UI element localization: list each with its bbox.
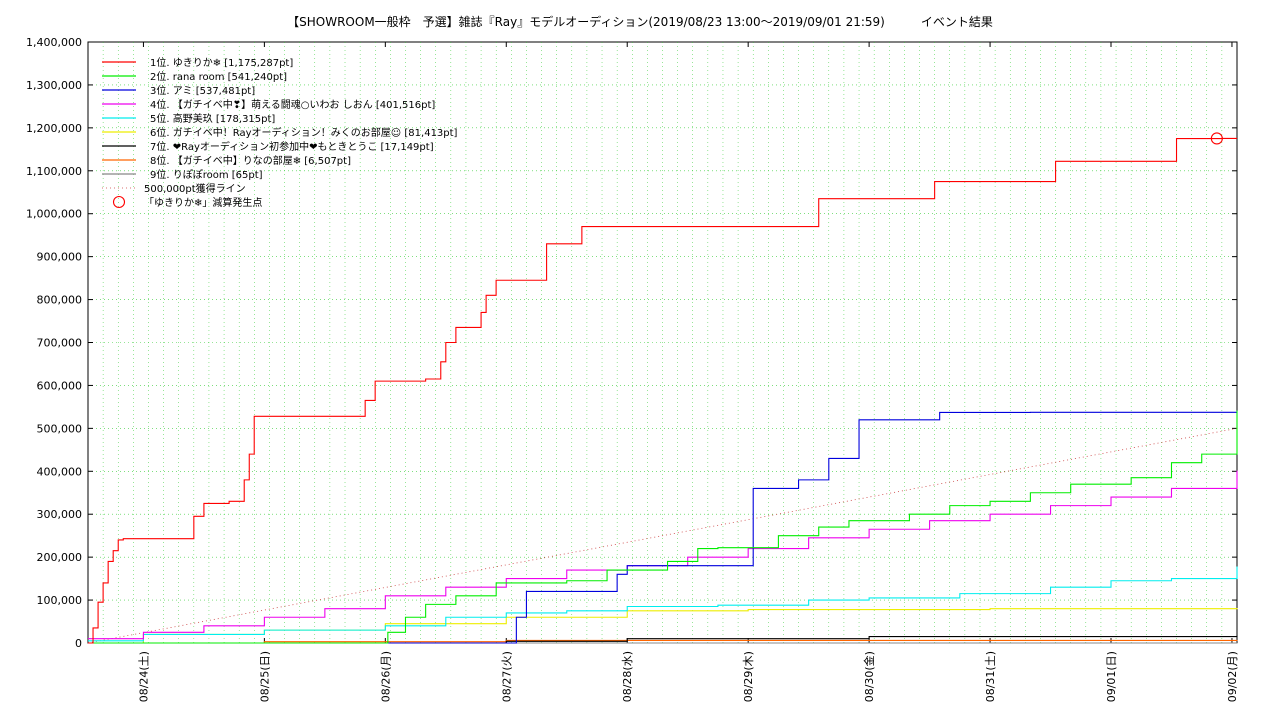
y-tick-label: 400,000 (37, 465, 83, 478)
y-tick-label: 1,400,000 (26, 36, 82, 49)
y-tick-label: 0 (75, 637, 82, 650)
legend-label: 1位. ゆきりか❄ [1,175,287pt] (150, 56, 293, 69)
y-tick-label: 600,000 (37, 379, 83, 392)
x-tick-label: 08/24(土) (137, 651, 150, 702)
legend-label: 8位. 【ガチイベ中】りなの部屋❄ [6,507pt] (150, 154, 351, 167)
series-line (88, 411, 1237, 644)
series-line (88, 410, 1238, 644)
y-tick-label: 700,000 (37, 337, 83, 350)
legend-label: 4位. 【ガチイベ中❣】萌える闘魂○いわお しおん [401,516pt] (150, 98, 435, 111)
reduction-marker (1210, 132, 1223, 145)
reference-line-500000 (87, 427, 1238, 644)
y-tick-label: 300,000 (37, 508, 83, 521)
legend-label: 「ゆきりか❄」減算発生点 (144, 196, 262, 209)
legend-label: 6位. ガチイベ中！Rayオーディション！みくのお部屋☺ [81,413pt] (150, 126, 458, 139)
legend-label: 7位. ❤Rayオーディション初参加中❤もときとうこ [17,149pt] (150, 140, 434, 153)
legend-label: 2位. rana room [541,240pt] (150, 70, 287, 83)
y-tick-label: 500,000 (37, 422, 83, 435)
legend-label: 500,000pt獲得ライン (144, 182, 246, 195)
series-line (88, 566, 1238, 642)
y-tick-label: 1,000,000 (26, 208, 82, 221)
x-tick-label: 09/01(日) (1105, 651, 1118, 702)
y-tick-label: 1,200,000 (26, 122, 82, 135)
x-tick-label: 08/31(土) (984, 651, 997, 702)
series-line (88, 635, 1238, 644)
x-tick-label: 08/25(日) (258, 651, 271, 702)
y-tick-label: 100,000 (37, 594, 83, 607)
y-tick-label: 1,300,000 (26, 79, 82, 92)
x-tick-label: 08/26(月) (379, 651, 392, 702)
x-tick-label: 08/30(金) (862, 651, 876, 702)
y-tick-label: 1,100,000 (26, 165, 82, 178)
y-tick-label: 900,000 (37, 251, 83, 264)
y-tick-label: 800,000 (37, 294, 83, 307)
legend-label: 9位. りぽぽroom [65pt] (150, 168, 263, 181)
legend-swatch (112, 195, 126, 209)
x-tick-label: 08/27(火) (500, 651, 513, 702)
y-tick-label: 200,000 (37, 551, 83, 564)
legend-label: 5位. 高野美玖 [178,315pt] (150, 112, 275, 125)
x-tick-label: 08/28(水) (621, 651, 634, 702)
legend-label: 3位. アミ [537,481pt] (150, 84, 255, 97)
x-tick-label: 09/02(月) (1226, 651, 1239, 702)
x-tick-label: 08/29(木) (742, 651, 755, 702)
chart-title: 【SHOWROOM一般枠 予選】雑誌『Ray』モデルオーディション(2019/0… (287, 15, 993, 29)
series-line (88, 137, 1237, 644)
